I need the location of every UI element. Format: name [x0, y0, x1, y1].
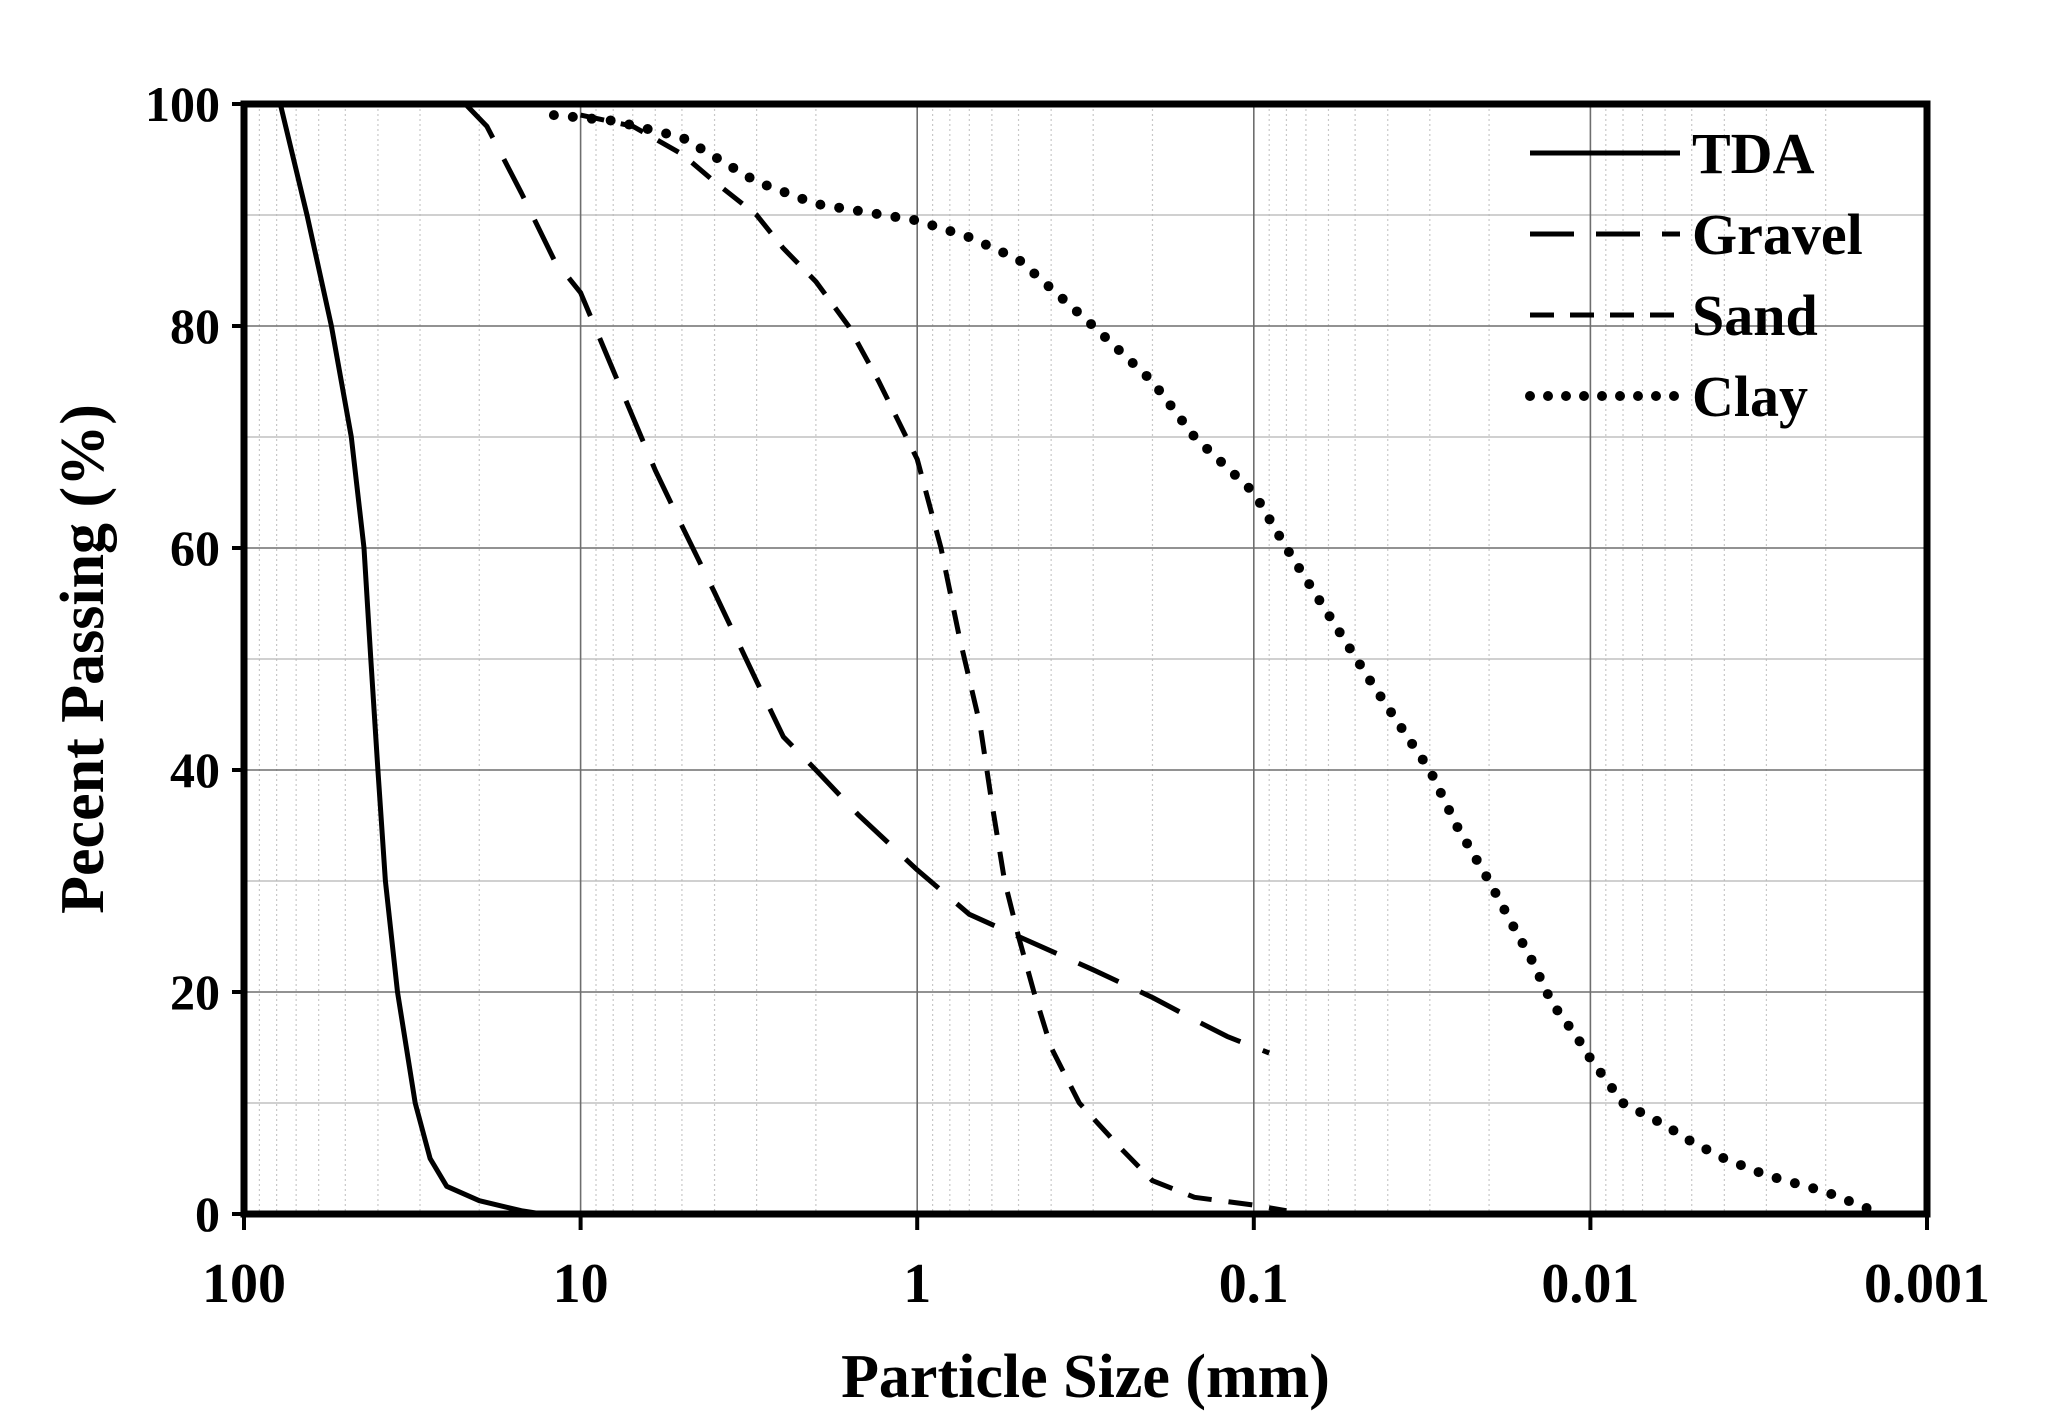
x-tick-label: 0.1	[1219, 1253, 1289, 1315]
y-tick-label: 60	[170, 520, 220, 576]
y-tick-label: 40	[170, 742, 220, 798]
x-axis-label: Particle Size (mm)	[841, 1343, 1330, 1411]
legend-label-gravel: Gravel	[1692, 202, 1863, 267]
series-tda-line	[277, 103, 543, 1217]
y-tick-label: 100	[145, 76, 220, 132]
y-tick-label: 80	[170, 298, 220, 354]
series-sand-line	[580, 112, 1287, 1214]
x-tick-label: 1	[903, 1253, 931, 1315]
plot-frame	[240, 100, 1931, 1218]
x-tick-label: 100	[202, 1253, 286, 1315]
legend-label-sand: Sand	[1692, 283, 1818, 348]
y-tick-label: 20	[170, 964, 220, 1020]
y-tick-label: 0	[195, 1186, 220, 1242]
y-axis-label: Pecent Passing (%)	[49, 404, 117, 914]
x-tick-label: 10	[553, 1253, 609, 1315]
legend-label-tda: TDA	[1692, 121, 1815, 186]
x-tick-label: 0.01	[1541, 1253, 1639, 1315]
series-gravel-line	[463, 102, 1271, 1056]
legend-label-clay: Clay	[1692, 364, 1808, 429]
series-clay-line	[548, 110, 1873, 1214]
x-tick-label: 0.001	[1864, 1253, 1990, 1315]
